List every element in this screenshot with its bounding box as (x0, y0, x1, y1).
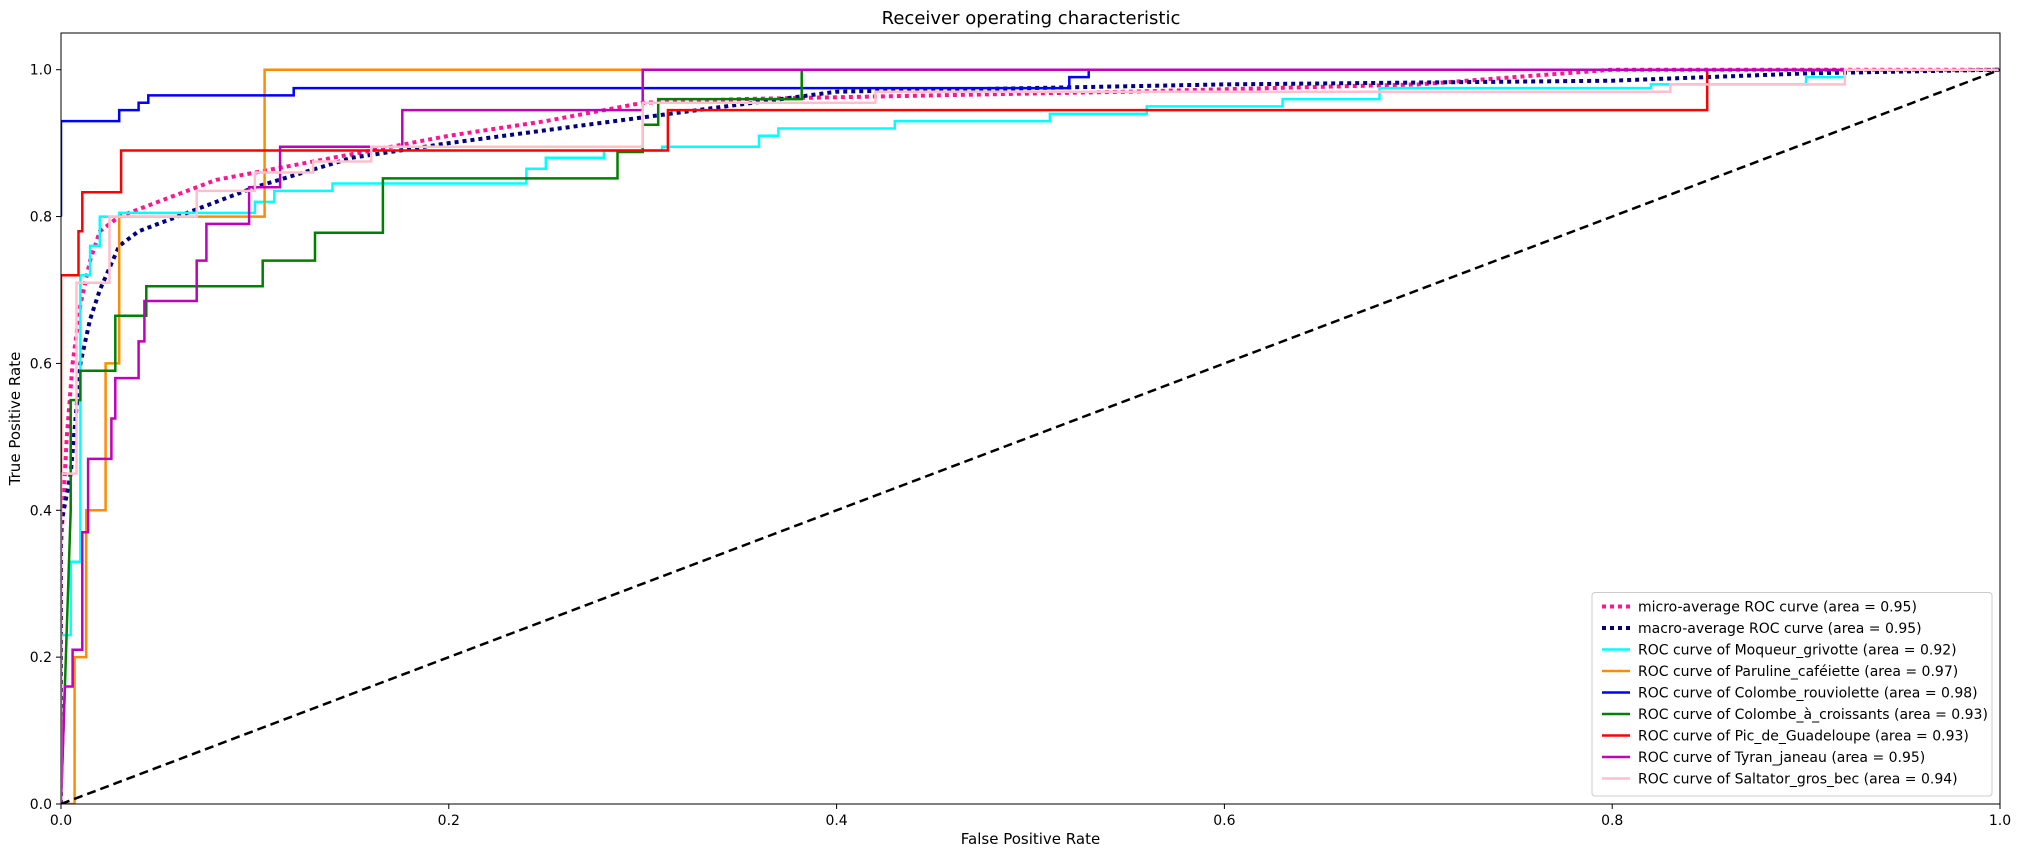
series-line-9 (61, 68, 2000, 804)
legend: micro-average ROC curve (area = 0.95) mac… (1591, 592, 1993, 797)
legend-label: micro-average ROC curve (area = 0.95) (1638, 600, 1917, 616)
y-tick-label: 0.0 (30, 797, 52, 813)
legend-label: ROC curve of Colombe_à_croissants (area … (1638, 707, 1988, 723)
chart-title: Receiver operating characteristic (882, 8, 1181, 29)
y-axis: 0.0 0.2 0.4 0.6 0.8 1.0 (30, 63, 61, 813)
legend-label: ROC curve of Tyran_janeau (area = 0.95) (1638, 750, 1925, 766)
y-tick-label: 0.6 (30, 356, 52, 372)
y-tick-label: 0.8 (30, 210, 52, 226)
series-line-6 (61, 68, 2000, 804)
series-line-4 (61, 68, 2000, 217)
y-axis-label: True Positive Rate (6, 352, 24, 487)
series-line-3 (61, 68, 2000, 804)
x-tick-label: 0.8 (1601, 813, 1623, 829)
legend-label: ROC curve of Moqueur_grivotte (area = 0.… (1638, 643, 1957, 659)
x-tick-label: 0.4 (825, 813, 847, 829)
legend-label: macro-average ROC curve (area = 0.95) (1638, 621, 1922, 637)
legend-label: ROC curve of Pic_de_Guadeloupe (area = 0… (1638, 729, 1969, 745)
legend-box (1591, 592, 1993, 797)
x-tick-label: 1.0 (1989, 813, 2011, 829)
y-tick-label: 0.4 (30, 503, 52, 519)
x-tick-label: 0.0 (50, 813, 72, 829)
x-axis: 0.0 0.2 0.4 0.6 0.8 1.0 (50, 804, 2011, 829)
plot-area (61, 67, 2000, 804)
y-tick-label: 1.0 (30, 63, 52, 79)
legend-label: ROC curve of Saltator_gros_bec (area = 0… (1638, 772, 1958, 788)
x-axis-label: False Positive Rate (961, 830, 1100, 848)
legend-label: ROC curve of Paruline_caféiette (area = … (1638, 664, 1958, 680)
axes-frame (60, 32, 2001, 805)
x-tick-label: 0.6 (1213, 813, 1235, 829)
series-line-5 (61, 68, 2000, 804)
legend-label: ROC curve of Colombe_rouviolette (area =… (1638, 686, 1978, 702)
series-line-8 (61, 68, 2000, 804)
series-line-7 (61, 68, 2000, 804)
x-tick-label: 0.2 (438, 813, 460, 829)
y-tick-label: 0.2 (30, 650, 52, 666)
